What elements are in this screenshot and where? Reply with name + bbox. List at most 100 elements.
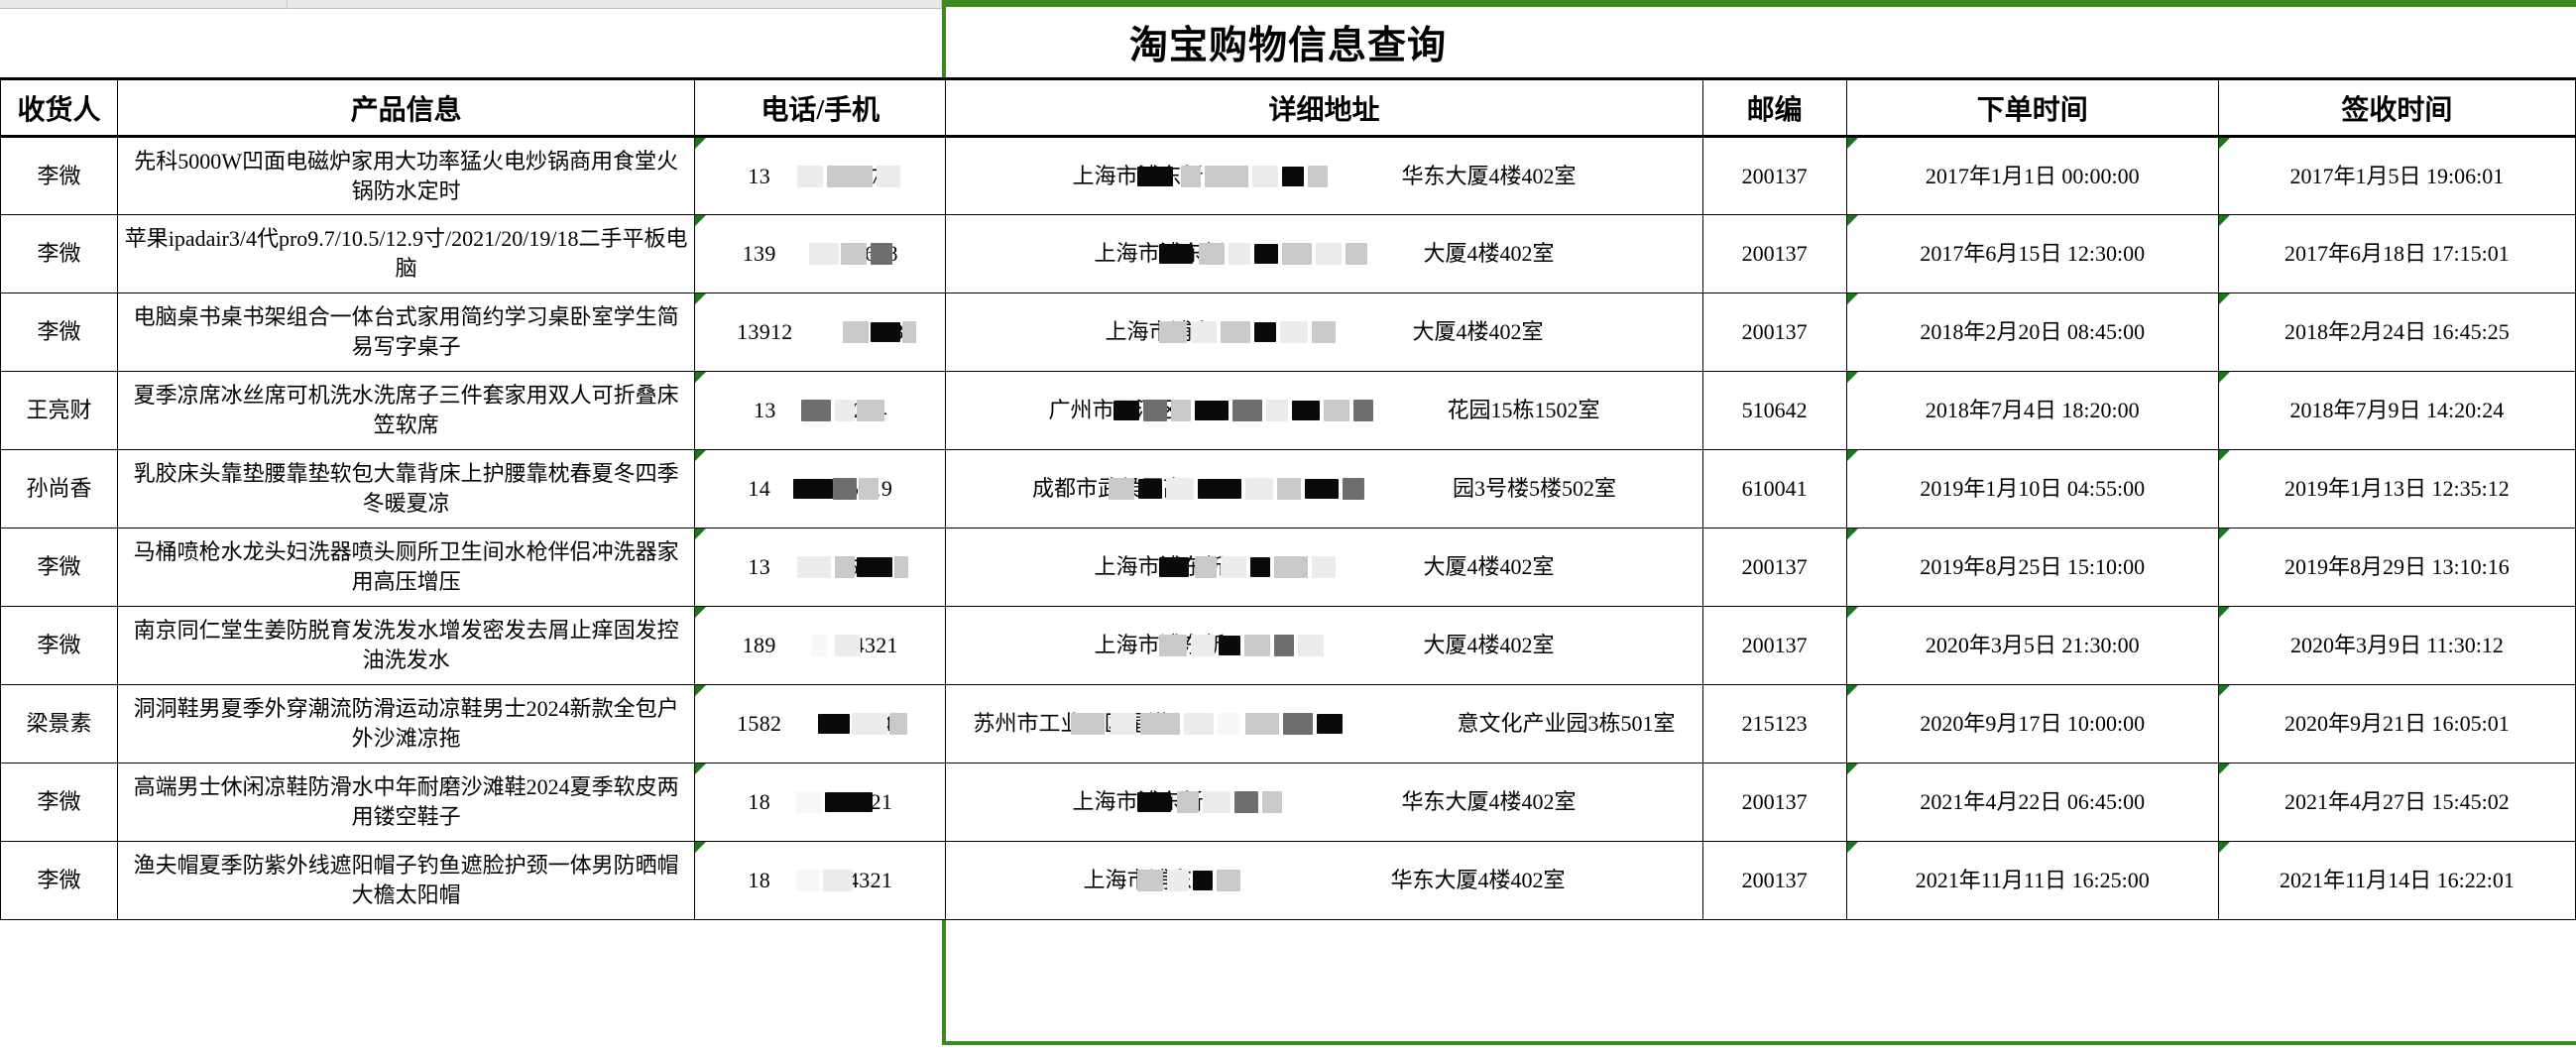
table-row: 李微 高端男士休闲凉鞋防滑水中年耐磨沙滩鞋2024夏季软皮两用镂空鞋子 18 4321…: [0, 763, 2576, 842]
cell-recipient[interactable]: 李微: [0, 606, 119, 685]
cell-zip[interactable]: 200137: [1701, 214, 1847, 294]
cell-sign-time[interactable]: 2020年9月21日 16:05:01: [2217, 684, 2576, 763]
redaction-block: [840, 243, 867, 265]
cell-recipient[interactable]: 孙尚香: [0, 449, 119, 528]
cell-product[interactable]: 高端男士休闲凉鞋防滑水中年耐磨沙滩鞋2024夏季软皮两用镂空鞋子: [117, 763, 696, 842]
cell-phone[interactable]: 189 4321: [694, 606, 947, 685]
redaction-block: [1234, 791, 1259, 813]
cell-order-time[interactable]: 2018年7月4日 18:20:00: [1845, 371, 2219, 450]
cell-zip[interactable]: 215123: [1701, 684, 1847, 763]
cell-product[interactable]: 渔夫帽夏季防紫外线遮阳帽子钓鱼遮脸护颈一体男防晒帽大檐太阳帽: [117, 841, 696, 920]
redaction-block: [1203, 791, 1231, 813]
cell-recipient[interactable]: 李微: [0, 528, 119, 607]
cell-phone[interactable]: 13 5678: [694, 528, 947, 607]
cell-phone[interactable]: 13912 678: [694, 293, 947, 372]
column-header-recipient[interactable]: 收货人: [0, 77, 119, 138]
cell-recipient[interactable]: 李微: [0, 841, 119, 920]
comment-marker-icon: [1846, 294, 1858, 304]
cell-address[interactable]: 上海市浦东新 大厦4楼402室: [945, 528, 1703, 607]
redaction-block: [1245, 713, 1280, 735]
cell-address[interactable]: 苏州市工业园区星港 意文化产业园3栋501室: [945, 684, 1703, 763]
cell-zip[interactable]: 200137: [1701, 841, 1847, 920]
cell-order-time[interactable]: 2018年2月20日 08:45:00: [1845, 293, 2219, 372]
cell-sign-time[interactable]: 2019年1月13日 12:35:12: [2217, 449, 2576, 528]
column-header-address[interactable]: 详细地址: [945, 77, 1703, 138]
cell-sign-time[interactable]: 2017年1月5日 19:06:01: [2217, 136, 2576, 215]
cell-recipient[interactable]: 梁景素: [0, 684, 119, 763]
cell-address[interactable]: 广州市天河区 花园15栋1502室: [945, 371, 1703, 450]
cell-recipient[interactable]: 李微: [0, 763, 119, 842]
cell-order-time[interactable]: 2019年1月10日 04:55:00: [1845, 449, 2219, 528]
cell-sign-time[interactable]: 2021年4月27日 15:45:02: [2217, 763, 2576, 842]
cell-order-time[interactable]: 2021年4月22日 06:45:00: [1845, 763, 2219, 842]
cell-recipient[interactable]: 李微: [0, 136, 119, 215]
column-header-order-time[interactable]: 下单时间: [1845, 77, 2219, 138]
cell-address[interactable]: 上海市浦东 大厦4楼402室: [945, 293, 1703, 372]
cell-phone[interactable]: 1582 4543: [694, 684, 947, 763]
cell-product[interactable]: 苹果ipadair3/4代pro9.7/10.5/12.9寸/2021/20/1…: [117, 214, 696, 294]
cell-zip[interactable]: 510642: [1701, 371, 1847, 450]
cell-sign-time[interactable]: 2019年8月29日 13:10:16: [2217, 528, 2576, 607]
cell-order-time[interactable]: 2020年9月17日 10:00:00: [1845, 684, 2219, 763]
cell-phone[interactable]: 18 4321: [694, 841, 947, 920]
cell-product[interactable]: 先科5000W凹面电磁炉家用大功率猛火电炒锅商用食堂火锅防水定时: [117, 136, 696, 215]
redacted-value: 13 234: [754, 398, 887, 423]
cell-order-time[interactable]: 2019年8月25日 15:10:00: [1845, 528, 2219, 607]
cell-order-time[interactable]: 2017年6月15日 12:30:00: [1845, 214, 2219, 294]
cell-order-time[interactable]: 2017年1月1日 00:00:00: [1845, 136, 2219, 215]
redaction-block: [797, 165, 824, 187]
cell-zip[interactable]: 200137: [1701, 763, 1847, 842]
cell-address[interactable]: 上海市浦东新 华东大厦4楼402室: [945, 763, 1703, 842]
redaction-block: [1199, 243, 1226, 265]
cell-address[interactable]: 上海市浦东 华东大厦4楼402室: [945, 841, 1703, 920]
redaction-block: [1221, 321, 1251, 343]
redaction-block: [810, 635, 827, 656]
cell-sign-time[interactable]: 2017年6月18日 17:15:01: [2217, 214, 2576, 294]
redaction-block: [827, 165, 874, 187]
column-header-sign-time[interactable]: 签收时间: [2217, 77, 2576, 138]
cell-phone[interactable]: 18 4321: [694, 763, 947, 842]
cell-zip[interactable]: 200137: [1701, 293, 1847, 372]
chrome-cell: [0, 0, 288, 9]
redaction-block: [843, 321, 870, 343]
cell-product[interactable]: 马桶喷枪水龙头妇洗器喷头厕所卫生间水枪伴侣冲洗器家用高压增压: [117, 528, 696, 607]
cell-zip[interactable]: 200137: [1701, 528, 1847, 607]
cell-product[interactable]: 乳胶床头靠垫腰靠垫软包大靠背床上护腰靠枕春夏冬四季冬暖夏凉: [117, 449, 696, 528]
redaction-block: [1159, 635, 1188, 656]
cell-zip[interactable]: 610041: [1701, 449, 1847, 528]
cell-sign-time[interactable]: 2018年2月24日 16:45:25: [2217, 293, 2576, 372]
table-row: 李微 南京同仁堂生姜防脱育发洗发水增发密发去屑止痒固发控油洗发水 189 4321 上海…: [0, 606, 2576, 685]
column-header-phone[interactable]: 电话/手机: [694, 77, 947, 138]
cell-product[interactable]: 夏季凉席冰丝席可机洗水洗席子三件套家用双人可折叠床笠软席: [117, 371, 696, 450]
redacted-value: 139 5678: [742, 241, 898, 267]
redaction-block: [857, 400, 885, 421]
cell-product[interactable]: 洞洞鞋男夏季外穿潮流防滑运动凉鞋男士2024新款全包户外沙滩凉拖: [117, 684, 696, 763]
cell-phone[interactable]: 13 5678: [694, 136, 947, 215]
cell-sign-time[interactable]: 2021年11月14日 16:22:01: [2217, 841, 2576, 920]
cell-product[interactable]: 电脑桌书桌书架组合一体台式家用简约学习桌卧室学生简易写字桌子: [117, 293, 696, 372]
column-header-zip[interactable]: 邮编: [1701, 77, 1847, 138]
redaction-block: [1262, 791, 1283, 813]
cell-zip[interactable]: 200137: [1701, 606, 1847, 685]
redaction-block: [1353, 400, 1374, 421]
bottom-strip: [0, 1045, 2576, 1057]
cell-address[interactable]: 上海市浦东新 华东大厦4楼402室: [945, 136, 1703, 215]
column-header-product[interactable]: 产品信息: [117, 77, 696, 138]
cell-zip[interactable]: 200137: [1701, 136, 1847, 215]
cell-sign-time[interactable]: 2020年3月9日 11:30:12: [2217, 606, 2576, 685]
cell-sign-time[interactable]: 2018年7月9日 14:20:24: [2217, 371, 2576, 450]
redaction-block: [1346, 243, 1368, 265]
cell-recipient[interactable]: 李微: [0, 214, 119, 294]
cell-order-time[interactable]: 2021年11月11日 16:25:00: [1845, 841, 2219, 920]
cell-recipient[interactable]: 李微: [0, 293, 119, 372]
cell-recipient[interactable]: 王亮财: [0, 371, 119, 450]
cell-order-time[interactable]: 2020年3月5日 21:30:00: [1845, 606, 2219, 685]
comment-marker-icon: [2218, 528, 2230, 539]
cell-address[interactable]: 成都市武侯区高 园3号楼5楼502室: [945, 449, 1703, 528]
cell-address[interactable]: 上海市浦东新 大厦4楼402室: [945, 214, 1703, 294]
cell-phone[interactable]: 139 5678: [694, 214, 947, 294]
cell-product[interactable]: 南京同仁堂生姜防脱育发洗发水增发密发去屑止痒固发控油洗发水: [117, 606, 696, 685]
cell-phone[interactable]: 14 5419: [694, 449, 947, 528]
cell-address[interactable]: 上海市浦东新 大厦4楼402室: [945, 606, 1703, 685]
cell-phone[interactable]: 13 234: [694, 371, 947, 450]
